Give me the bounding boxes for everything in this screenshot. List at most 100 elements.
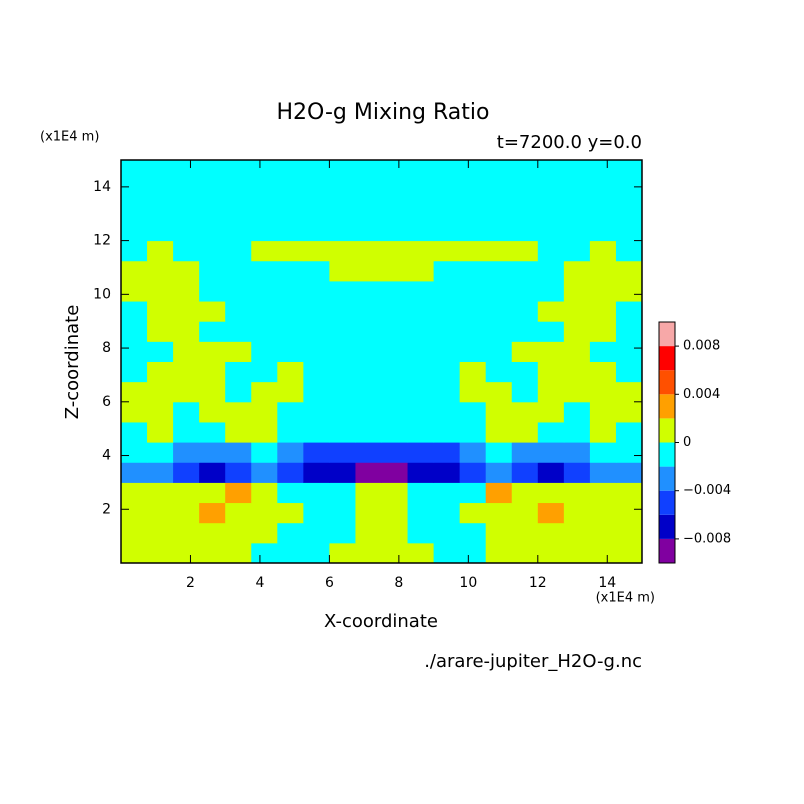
contour-cell (589, 482, 617, 504)
contour-cell (511, 260, 539, 282)
contour-cell (303, 180, 330, 201)
contour-cell (199, 180, 226, 201)
contour-cell (563, 502, 591, 524)
contour-cell (433, 482, 461, 504)
contour-cell (251, 321, 278, 342)
contour-cell (459, 381, 487, 403)
y-tick-label: 4 (102, 448, 111, 464)
contour-cell (511, 381, 539, 403)
contour-cell (121, 401, 148, 423)
contour-cell (459, 180, 487, 201)
contour-cell (537, 200, 565, 221)
colorbar-bin (659, 538, 675, 563)
contour-cell (251, 341, 278, 362)
contour-cell (459, 341, 487, 362)
contour-cell (199, 381, 226, 403)
contour-cell (381, 301, 409, 322)
contour-cell (563, 462, 591, 483)
contour-cell (615, 180, 643, 201)
contour-cell (433, 381, 461, 403)
contour-cell (173, 482, 200, 504)
contour-cell (121, 180, 148, 201)
contour-cell (121, 200, 148, 221)
contour-cell (355, 301, 382, 322)
contour-cell (303, 321, 330, 342)
contour-cell (407, 462, 435, 483)
contour-cell (433, 180, 461, 201)
contour-cell (355, 361, 382, 383)
contour-cell (121, 421, 148, 443)
contour-cell (121, 502, 148, 524)
contour-cell (407, 361, 435, 383)
contour-cell (303, 301, 330, 322)
contour-cell (485, 301, 513, 322)
contour-cell (615, 542, 643, 564)
contour-cell (459, 321, 487, 342)
contour-cell (433, 421, 461, 443)
contour-cell (355, 260, 382, 282)
y-axis-label: Z-coordinate (62, 305, 83, 420)
contour-cell (199, 200, 226, 221)
contour-cell (485, 421, 513, 443)
contour-cell (381, 260, 409, 282)
contour-cell (563, 240, 591, 262)
contour-cell (277, 542, 304, 564)
contour-cell (407, 240, 435, 262)
contour-cell (615, 200, 643, 221)
contour-cell (277, 442, 304, 463)
x-tick-label: 6 (325, 575, 334, 591)
contour-cell (537, 542, 565, 564)
contour-cell (563, 280, 591, 302)
contour-cell (277, 401, 304, 423)
contour-cell (199, 361, 226, 383)
contour-cell (433, 401, 461, 423)
contour-cell (615, 160, 643, 181)
contour-cell (511, 220, 539, 242)
contour-cell (225, 301, 252, 322)
contour-cell (355, 381, 382, 403)
contour-cell (407, 280, 435, 302)
contour-cell (485, 522, 513, 544)
contour-cell (225, 180, 252, 201)
contour-cell (407, 341, 435, 362)
contour-cell (251, 462, 278, 483)
contour-cell (563, 421, 591, 443)
contour-cell (511, 462, 539, 483)
contour-cell (459, 522, 487, 544)
contour-cell (511, 180, 539, 201)
x-tick-label: 2 (186, 575, 195, 591)
contour-cell (199, 301, 226, 322)
contour-cell (563, 200, 591, 221)
contour-cell (485, 502, 513, 524)
contour-cell (433, 321, 461, 342)
contour-cell (329, 381, 356, 403)
contour-cell (563, 220, 591, 242)
contour-cell (147, 361, 174, 383)
contour-cell (329, 321, 356, 342)
contour-cell (355, 421, 382, 443)
contour-cell (173, 502, 200, 524)
contour-cell (251, 260, 278, 282)
contour-cell (225, 240, 252, 262)
contour-cell (459, 421, 487, 443)
contour-cell (433, 200, 461, 221)
contour-cell (563, 180, 591, 201)
contour-cell (355, 442, 382, 463)
contour-cell (251, 301, 278, 322)
contour-cell (433, 442, 461, 463)
contour-cell (537, 220, 565, 242)
contour-cell (615, 421, 643, 443)
contour-cell (511, 401, 539, 423)
contour-cell (121, 301, 148, 322)
contour-cell (381, 381, 409, 403)
contour-cell (407, 160, 435, 181)
contour-cell (537, 381, 565, 403)
contour-cell (303, 160, 330, 181)
contour-cell (485, 442, 513, 463)
contour-cell (407, 421, 435, 443)
contour-cell (121, 240, 148, 262)
y-tick-label: 2 (102, 501, 111, 517)
contour-cell (433, 341, 461, 362)
contour-cell (615, 502, 643, 524)
contour-cell (589, 240, 617, 262)
